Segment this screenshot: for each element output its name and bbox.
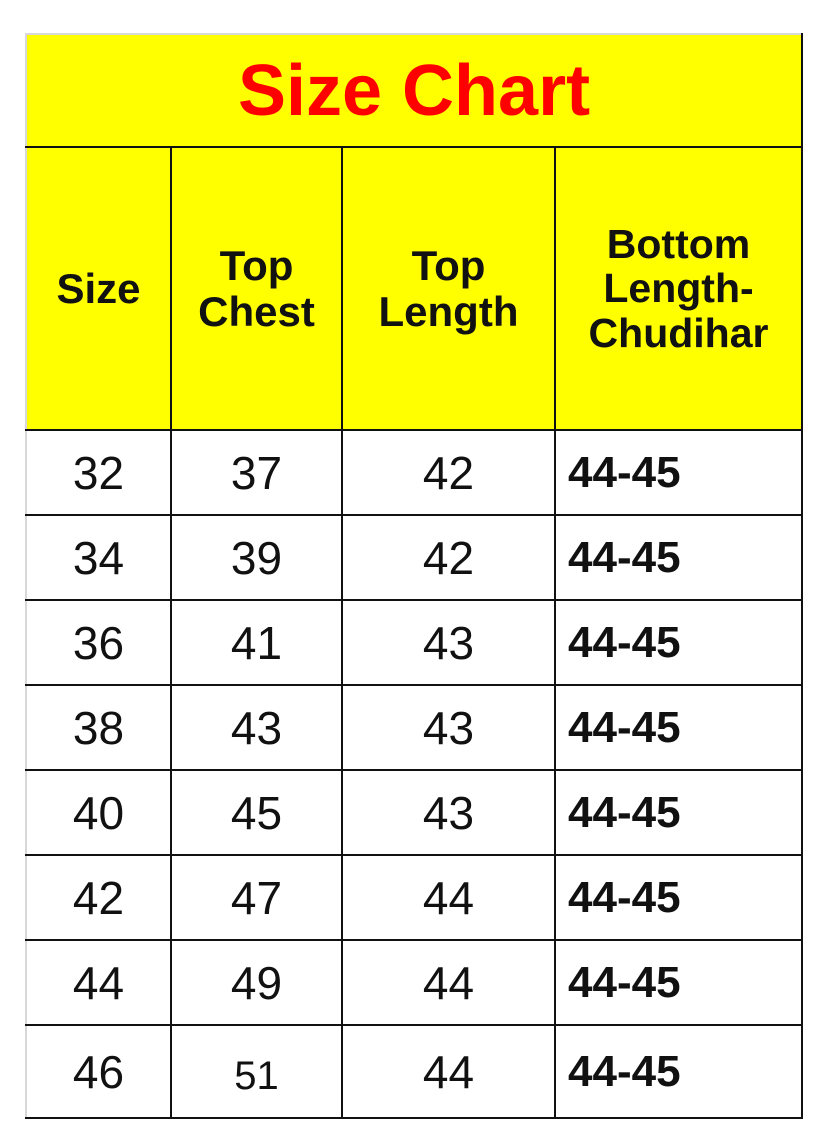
- cell-top-length: 44: [341, 1024, 556, 1119]
- cell-top-chest: 41: [170, 599, 343, 686]
- cell-bottom-length: 44-45: [553, 599, 804, 686]
- table-row: 38 43 43 44-45: [25, 684, 804, 771]
- cell-size: 44: [25, 939, 172, 1026]
- cell-size: 36: [25, 599, 172, 686]
- cell-bottom-length: 44-45: [553, 429, 804, 516]
- column-header-top-length: Top Length: [341, 146, 556, 431]
- cell-size: 32: [25, 429, 172, 516]
- table-row: 36 41 43 44-45: [25, 599, 804, 686]
- table-row: 40 45 43 44-45: [25, 769, 804, 856]
- table-header-row: Size Top Chest Top Length Bottom Length-…: [25, 146, 804, 431]
- cell-top-chest: 49: [170, 939, 343, 1026]
- cell-top-chest: 37: [170, 429, 343, 516]
- page-title: Size Chart: [24, 33, 804, 148]
- cell-size: 42: [25, 854, 172, 941]
- cell-bottom-length: 44-45: [553, 514, 804, 601]
- cell-bottom-length: 44-45: [553, 769, 804, 856]
- table-row: 32 37 42 44-45: [25, 429, 804, 516]
- column-header-top-chest: Top Chest: [170, 146, 343, 431]
- cell-top-chest: 45: [170, 769, 343, 856]
- cell-bottom-length: 44-45: [553, 939, 804, 1026]
- cell-size: 38: [25, 684, 172, 771]
- size-chart-container: Size Chart Size Top Chest Top Length Bot…: [24, 33, 804, 1119]
- cell-size: 40: [25, 769, 172, 856]
- cell-top-length: 44: [341, 854, 556, 941]
- cell-top-length: 42: [341, 514, 556, 601]
- column-header-size: Size: [25, 146, 172, 431]
- table-row: 46 51 44 44-45: [25, 1024, 804, 1119]
- cell-top-length: 43: [341, 684, 556, 771]
- cell-top-chest: 43: [170, 684, 343, 771]
- cell-top-length: 44: [341, 939, 556, 1026]
- cell-top-chest: 39: [170, 514, 343, 601]
- cell-top-chest: 47: [170, 854, 343, 941]
- table-row: 34 39 42 44-45: [25, 514, 804, 601]
- cell-bottom-length: 44-45: [553, 854, 804, 941]
- size-chart-body: Size Chart Size Top Chest Top Length Bot…: [24, 33, 804, 1119]
- cell-top-length: 42: [341, 429, 556, 516]
- cell-top-length: 43: [341, 769, 556, 856]
- size-chart-table: Size Chart Size Top Chest Top Length Bot…: [24, 33, 804, 1119]
- cell-size: 46: [25, 1024, 172, 1119]
- cell-bottom-length: 44-45: [553, 684, 804, 771]
- column-header-bottom-length: Bottom Length-Chudihar: [553, 146, 804, 431]
- table-row: 44 49 44 44-45: [25, 939, 804, 1026]
- cell-bottom-length: 44-45: [553, 1024, 804, 1119]
- cell-top-chest: 51: [170, 1024, 343, 1119]
- cell-top-length: 43: [341, 599, 556, 686]
- title-row: Size Chart: [24, 33, 804, 148]
- table-row: 42 47 44 44-45: [25, 854, 804, 941]
- cell-size: 34: [25, 514, 172, 601]
